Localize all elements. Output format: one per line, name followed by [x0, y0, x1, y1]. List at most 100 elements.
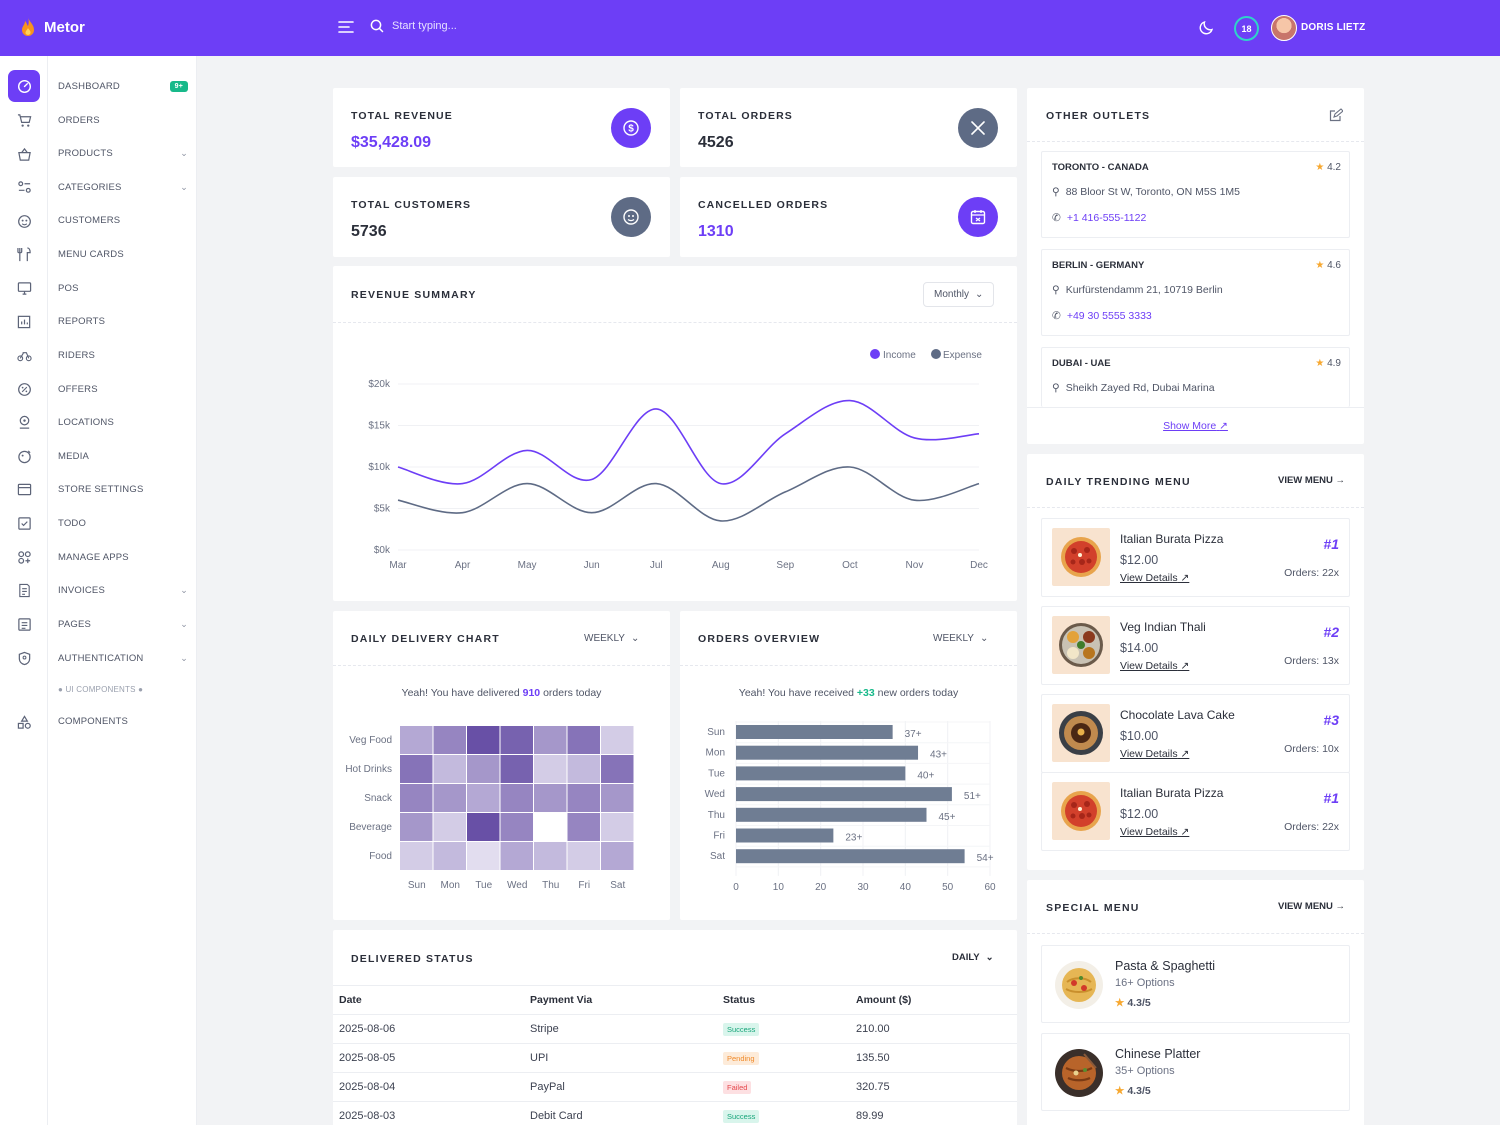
categories-icon[interactable]	[8, 171, 40, 203]
customers-icon[interactable]	[8, 205, 40, 237]
heatmap-cell	[433, 842, 466, 870]
dashboard-icon[interactable]	[8, 70, 40, 102]
table-row[interactable]: 2025-08-04 PayPal Failed 320.75	[333, 1072, 1017, 1102]
period-dropdown[interactable]: DAILY ⌄	[952, 952, 994, 963]
view-details-link[interactable]: View Details ↗	[1120, 660, 1189, 672]
heatmap-cell	[433, 726, 466, 754]
sidebar-item-categories[interactable]: CATEGORIES ⌄	[58, 177, 188, 197]
riders-icon[interactable]	[8, 339, 40, 371]
message-count: 910	[522, 687, 541, 699]
menu-cards-icon[interactable]	[8, 238, 40, 270]
outlet-phone[interactable]: ✆ +1 416-555-1122	[1052, 212, 1146, 224]
apps-icon[interactable]	[8, 541, 40, 573]
sidebar-item-riders[interactable]: RIDERS	[58, 345, 188, 365]
avatar[interactable]	[1271, 15, 1297, 41]
view-details-link[interactable]: View Details ↗	[1120, 826, 1189, 838]
dropdown-value: WEEKLY	[584, 633, 625, 644]
sidebar-item-locations[interactable]: LOCATIONS	[58, 412, 188, 432]
dark-mode-icon[interactable]	[1199, 19, 1215, 35]
sidebar-item-offers[interactable]: OFFERS	[58, 379, 188, 399]
show-more-link[interactable]: Show More ↗	[1027, 420, 1364, 432]
invoices-icon[interactable]	[8, 574, 40, 606]
app-logo[interactable]: Metor	[20, 17, 85, 37]
shield-icon[interactable]	[8, 642, 40, 674]
menu-toggle-icon[interactable]	[338, 20, 354, 34]
outlet-card[interactable]: BERLIN - GERMANY ★ 4.6 ⚲ Kurfürstendamm 2…	[1041, 249, 1350, 336]
search-box[interactable]: Start typing...	[370, 19, 457, 33]
y-tick-label: Beverage	[349, 822, 392, 833]
period-dropdown[interactable]: WEEKLY ⌄	[933, 633, 988, 644]
view-details-link[interactable]: View Details ↗	[1120, 748, 1189, 760]
special-item[interactable]: Pasta & Spaghetti 16+ Options ★ 4.3/5	[1041, 945, 1350, 1023]
store-settings-icon[interactable]	[8, 473, 40, 505]
data-label: 51+	[964, 791, 981, 802]
media-icon[interactable]	[8, 440, 40, 472]
svg-text:$: $	[628, 124, 634, 135]
offers-icon[interactable]	[8, 373, 40, 405]
view-menu-link[interactable]: VIEW MENU →	[1278, 475, 1345, 486]
sidebar-item-dashboard[interactable]: DASHBOARD 9+	[58, 76, 188, 96]
view-details-link[interactable]: View Details ↗	[1120, 572, 1189, 584]
sidebar-item-todo[interactable]: TODO	[58, 513, 188, 533]
table-row[interactable]: 2025-08-05 UPI Pending 135.50	[333, 1043, 1017, 1073]
y-tick-label: $10k	[368, 462, 391, 473]
bar	[736, 828, 834, 843]
table-row[interactable]: 2025-08-06 Stripe Success 210.00	[333, 1014, 1017, 1044]
sidebar-item-label: CATEGORIES	[58, 181, 122, 193]
sidebar-item-manage-apps[interactable]: MANAGE APPS	[58, 547, 188, 567]
sidebar-item-menu-cards[interactable]: MENU CARDS	[58, 244, 188, 264]
outlet-name: BERLIN - GERMANY	[1052, 260, 1145, 271]
heatmap-cell	[567, 813, 600, 841]
cell-payment: Stripe	[524, 1014, 717, 1044]
item-rating: ★ 4.3/5	[1115, 997, 1151, 1009]
item-price: $12.00	[1120, 807, 1159, 821]
sidebar-item-pos[interactable]: POS	[58, 278, 188, 298]
sidebar-item-pages[interactable]: PAGES ⌄	[58, 614, 188, 634]
sidebar-item-invoices[interactable]: INVOICES ⌄	[58, 580, 188, 600]
outlet-phone[interactable]: ✆ +49 30 5555 3333	[1052, 310, 1152, 322]
y-tick-label: Sun	[707, 727, 725, 738]
x-tick-label: Apr	[455, 560, 471, 571]
heatmap-cell	[534, 755, 567, 783]
notification-badge[interactable]: 18	[1234, 16, 1259, 41]
special-item[interactable]: Chinese Platter 35+ Options ★ 4.3/5	[1041, 1033, 1350, 1111]
item-name: Pasta & Spaghetti	[1115, 959, 1216, 973]
search-input[interactable]: Start typing...	[392, 20, 457, 32]
heatmap-cell	[433, 755, 466, 783]
sidebar-item-components[interactable]: COMPONENTS	[58, 711, 188, 731]
trending-item[interactable]: Chocolate Lava Cake $10.00 View Details …	[1041, 694, 1350, 773]
trending-item[interactable]: Italian Burata Pizza $12.00 View Details…	[1041, 772, 1350, 851]
y-tick-label: Snack	[364, 793, 393, 804]
sidebar-item-label: POS	[58, 282, 79, 294]
period-dropdown[interactable]: Monthly ⌄	[923, 282, 995, 307]
sidebar-item-label: PRODUCTS	[58, 147, 113, 159]
view-menu-link[interactable]: VIEW MENU →	[1278, 901, 1345, 912]
reports-icon[interactable]	[8, 305, 40, 337]
trending-item[interactable]: Veg Indian Thali $14.00 View Details ↗ #…	[1041, 606, 1350, 685]
cart-icon[interactable]	[8, 104, 40, 136]
trending-item[interactable]: Italian Burata Pizza $12.00 View Details…	[1041, 518, 1350, 597]
sidebar-item-label: AUTHENTICATION	[58, 652, 144, 664]
components-icon[interactable]	[8, 706, 40, 738]
sidebar-item-media[interactable]: MEDIA	[58, 446, 188, 466]
sidebar-item-orders[interactable]: ORDERS	[58, 110, 188, 130]
sidebar-item-customers[interactable]: CUSTOMERS	[58, 210, 188, 230]
table-row[interactable]: 2025-08-03 Debit Card Success 89.99	[333, 1101, 1017, 1125]
outlet-card[interactable]: TORONTO - CANADA ★ 4.2 ⚲ 88 Bloor St W, T…	[1041, 151, 1350, 238]
sidebar-item-authentication[interactable]: AUTHENTICATION ⌄	[58, 648, 188, 668]
heatmap-cell	[433, 813, 466, 841]
period-dropdown[interactable]: WEEKLY ⌄	[584, 633, 639, 644]
basket-icon[interactable]	[8, 138, 40, 170]
todo-icon[interactable]	[8, 507, 40, 539]
item-price: $12.00	[1120, 553, 1159, 567]
edit-icon[interactable]	[1329, 108, 1343, 122]
location-icon[interactable]	[8, 406, 40, 438]
sidebar-item-reports[interactable]: REPORTS	[58, 311, 188, 331]
sidebar-item-products[interactable]: PRODUCTS ⌄	[58, 143, 188, 163]
pos-icon[interactable]	[8, 272, 40, 304]
cell-payment: PayPal	[524, 1072, 717, 1102]
user-name[interactable]: DORIS LIETZ	[1301, 22, 1366, 33]
pages-icon[interactable]	[8, 608, 40, 640]
outlet-card[interactable]: DUBAI - UAE ★ 4.9 ⚲ Sheikh Zayed Rd, Duba…	[1041, 347, 1350, 407]
sidebar-item-store-settings[interactable]: STORE SETTINGS	[58, 479, 188, 499]
